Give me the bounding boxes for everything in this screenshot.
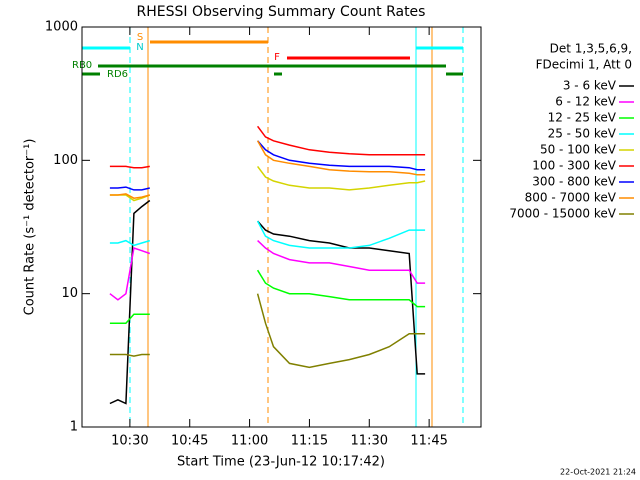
series-line <box>109 125 426 169</box>
series-line <box>109 269 426 324</box>
x-tick-label: 11:30 <box>351 434 388 449</box>
legend-header: FDecimi 1, Att 0 <box>536 58 632 72</box>
series-line <box>109 220 426 249</box>
footer: 22-Oct-2021 21:24 <box>560 468 636 477</box>
legend-label: 25 - 50 keV <box>548 127 617 141</box>
y-tick-label: 100 <box>53 153 78 168</box>
x-axis-label: Start Time (23-Jun-12 10:17:42) <box>177 455 385 470</box>
legend-label: 800 - 7000 keV <box>525 191 617 205</box>
state-markers <box>82 27 464 427</box>
x-tick-label: 11:15 <box>291 434 328 449</box>
y-axis-label: Count Rate (s⁻¹ detector⁻¹) <box>23 139 38 316</box>
series-line <box>109 240 426 301</box>
annotation: RD6 <box>107 69 128 80</box>
x-tick-label: 11:00 <box>231 434 268 449</box>
legend-label: 3 - 6 keV <box>563 79 617 93</box>
series-line <box>109 140 426 191</box>
annotation: N <box>136 42 143 53</box>
annotation: F <box>274 52 280 63</box>
legend-label: 7000 - 15000 keV <box>509 207 616 221</box>
y-tick-label: 1 <box>70 420 78 435</box>
legend-label: 50 - 100 keV <box>540 143 617 157</box>
annotation: S <box>137 32 143 43</box>
x-tick-label: 11:45 <box>410 434 447 449</box>
x-tick-label: 10:30 <box>111 434 148 449</box>
plot-frame <box>81 26 482 428</box>
legend-header: Det 1,3,5,6,9, <box>550 42 632 56</box>
legend-label: 6 - 12 keV <box>555 95 617 109</box>
legend-label: 12 - 25 keV <box>548 111 617 125</box>
y-tick-label: 10 <box>61 286 78 301</box>
series-line <box>109 140 426 199</box>
chart-title: RHESSI Observing Summary Count Rates <box>137 4 426 20</box>
y-tick-label: 1000 <box>45 20 78 35</box>
legend-label: 100 - 300 keV <box>532 159 616 173</box>
legend-label: 300 - 800 keV <box>532 175 616 189</box>
series-line <box>109 293 426 369</box>
x-tick-label: 10:45 <box>171 434 208 449</box>
